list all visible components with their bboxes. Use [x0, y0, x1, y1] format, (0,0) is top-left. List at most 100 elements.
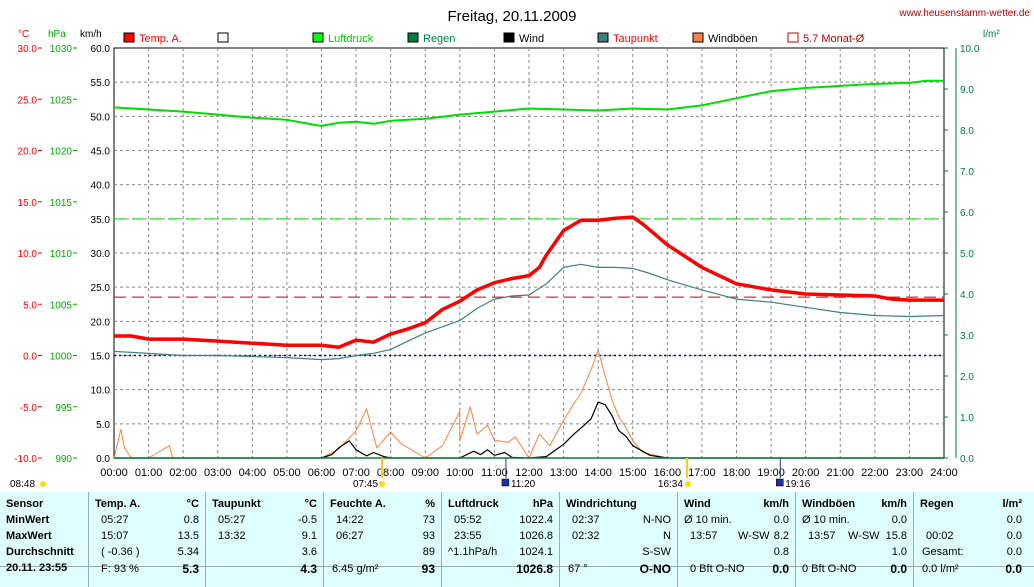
pressure-tick-label: 990 — [55, 454, 72, 465]
sunset-label: 16:34 — [658, 479, 683, 490]
windboeen-now-note: 0 Bft O-NO — [802, 563, 857, 575]
temp-now-val: 5.3 — [182, 562, 199, 576]
wind-tick-label: 25.0 — [91, 283, 111, 294]
wind-header: Wind — [684, 498, 711, 510]
wind-tick-label: 0.0 — [96, 454, 110, 465]
pressure-tick-label: 1005 — [50, 300, 73, 311]
regen-max-val: 0.0 — [1006, 530, 1022, 542]
windrichtung-now-val: O-NO — [639, 562, 671, 576]
time-tick-label: 18:00 — [723, 467, 751, 479]
rain-tick-label: 4.0 — [960, 290, 974, 301]
pressure-tick-label: 1030 — [50, 44, 73, 55]
pressure-unit-label: hPa — [48, 29, 66, 40]
time-tick-label: 23:00 — [896, 467, 924, 479]
time-tick-label: 14:00 — [584, 467, 612, 479]
feuchte-now-val: 93 — [421, 562, 435, 576]
feuchte-min-time: 14:22 — [336, 514, 364, 526]
windrichtung-max-time: 02:32 — [572, 530, 600, 542]
website-link[interactable]: www.heusenstamm-wetter.de — [898, 8, 1030, 19]
temp-tick-label: 30.0 — [18, 44, 38, 55]
regen-now-note: 0.0 l/m² — [922, 563, 959, 575]
separator — [88, 492, 89, 587]
sensor-max: MaxWert — [6, 530, 52, 542]
windrichtung-header: Windrichtung — [566, 498, 637, 510]
taupunkt-avg-val: 3.6 — [301, 546, 317, 558]
wind-tick-label: 10.0 — [91, 386, 111, 397]
temp-tick-label: 15.0 — [18, 198, 38, 209]
luftdruck-avg-val: 1024.1 — [519, 546, 553, 558]
pressure-tick-label: 1025 — [50, 95, 73, 106]
regen-min-val: 0.0 — [1006, 514, 1022, 526]
wind-tick-label: 20.0 — [91, 317, 111, 328]
stats-panel: Sensor MinWert MaxWert Durchschnitt 20.1… — [0, 492, 1034, 587]
legend-swatch-monat — [787, 32, 799, 43]
moon-icon — [501, 478, 510, 487]
windboeen-max-time: 13:57 — [808, 530, 836, 542]
luftdruck-now-val: 1026.8 — [516, 562, 553, 576]
luftdruck-min-time: 05:52 — [454, 514, 482, 526]
rain-unit-label: l/m² — [983, 29, 1000, 40]
legend-label-temp: Temp. A. — [139, 33, 182, 45]
time-tick-label: 13:00 — [550, 467, 578, 479]
luftdruck-max-time: 23:55 — [454, 530, 482, 542]
time-tick-label: 19:00 — [757, 467, 785, 479]
time-tick-label: 07:00 — [342, 467, 370, 479]
luftdruck-max-val: 1026.8 — [519, 530, 553, 542]
wind-tick-label: 60.0 — [91, 44, 111, 55]
time-tick-label: 01:00 — [135, 467, 163, 479]
temp-tick-label: 5.0 — [23, 300, 37, 311]
legend-swatch-empty — [217, 32, 229, 43]
regen-avg-note: Gesamt: — [922, 546, 964, 558]
reference-lines — [114, 218, 944, 357]
col-taupunkt: Taupunkt °C 05:27 -0.5 13:32 9.1 3.6 4.3 — [206, 492, 323, 587]
taupunkt-min-time: 05:27 — [218, 514, 246, 526]
time-tick-label: 06:00 — [308, 467, 336, 479]
legend-swatch-regen — [407, 32, 419, 43]
temp-tick-label: 20.0 — [18, 147, 38, 158]
luftdruck-min-val: 1022.4 — [519, 514, 553, 526]
luftdruck-unit: hPa — [532, 498, 553, 510]
col-regen: Regen l/m² 0.0 00:02 0.0 Gesamt: 0.0 0.0… — [914, 492, 1034, 587]
rain-tick-label: 3.0 — [960, 331, 974, 342]
taupunkt-unit: °C — [304, 498, 317, 510]
temp-max-time: 15:07 — [101, 530, 129, 542]
temp-tick-label: 0.0 — [23, 352, 37, 363]
temp-tick-label: -10.0 — [14, 454, 37, 465]
rain-tick-label: 0.0 — [960, 454, 974, 465]
wind-tick-label: 40.0 — [91, 181, 111, 192]
legend-swatch-wind — [503, 32, 515, 43]
separator — [323, 492, 324, 587]
feuchte-unit: % — [425, 498, 435, 510]
luftdruck-header: Luftdruck — [448, 498, 499, 510]
rain-tick-label: 9.0 — [960, 85, 974, 96]
wind-tick-label: 45.0 — [91, 147, 111, 158]
temp-now-note: F: 93 % — [101, 563, 139, 575]
feuchte-max-val: 93 — [422, 530, 435, 542]
time-tick-label: 16:00 — [654, 467, 682, 479]
temp-avg-note: ( -0.36 ) — [101, 546, 140, 558]
time-tick-label: 08:00 — [377, 467, 405, 479]
legend-label-taupunkt: Taupunkt — [613, 33, 658, 45]
time-tick-label: 20:00 — [792, 467, 820, 479]
weather-chart: Freitag, 20.11.2009 www.heusenstamm-wett… — [10, 8, 1030, 490]
panel-divider — [0, 566, 1034, 567]
wind-series-line — [114, 401, 944, 459]
wind-max-val: 8.2 — [773, 530, 789, 542]
temp-header: Temp. A. — [95, 498, 141, 510]
wind-tick-label: 55.0 — [91, 78, 111, 89]
sunrise-left-label: 08:48 — [10, 479, 35, 490]
pressure-tick-label: 1000 — [50, 352, 73, 363]
moonrise-label: 11:20 — [511, 479, 536, 490]
regen-now-val: 0.0 — [1005, 562, 1022, 576]
sunrise-label: 07:45 — [353, 479, 378, 490]
regen-avg-val: 0.0 — [1006, 546, 1022, 558]
time-tick-label: 17:00 — [688, 467, 716, 479]
taupunkt-now-val: 4.3 — [300, 562, 317, 576]
col-temp: Temp. A. °C 05:27 0.8 15:07 13.5 ( -0.36… — [89, 492, 205, 587]
legend-swatch-taupunkt — [597, 32, 609, 43]
wind-min-val: 0.0 — [773, 514, 789, 526]
temp-min-val: 0.8 — [183, 514, 199, 526]
wind-unit-label: km/h — [80, 29, 102, 40]
time-tick-label: 09:00 — [411, 467, 439, 479]
windrichtung-avg-val: S-SW — [642, 546, 671, 558]
